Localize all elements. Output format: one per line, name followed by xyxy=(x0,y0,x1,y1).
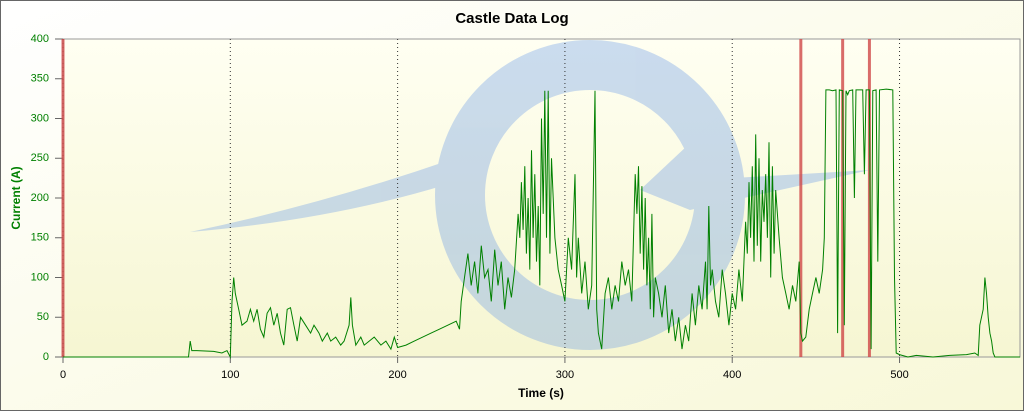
y-tick-label: 250 xyxy=(31,152,49,164)
y-tick-label: 100 xyxy=(31,271,49,283)
x-tick-label: 0 xyxy=(60,369,66,381)
y-tick-label: 350 xyxy=(31,73,49,85)
plot-area xyxy=(62,38,1021,358)
x-tick-label: 300 xyxy=(556,369,574,381)
watermark xyxy=(190,40,870,350)
x-tick-label: 400 xyxy=(723,369,741,381)
x-tick-label: 200 xyxy=(388,369,406,381)
data-line xyxy=(63,88,1020,359)
chart-title: Castle Data Log xyxy=(455,10,568,27)
y-tick-label: 50 xyxy=(37,311,49,323)
y-tick-label: 300 xyxy=(31,112,49,124)
x-tick-label: 500 xyxy=(890,369,908,381)
x-tick-label: 100 xyxy=(221,369,239,381)
y-tick-label: 400 xyxy=(31,33,49,45)
y-tick-label: 0 xyxy=(43,351,49,363)
x-axis-label: Time (s) xyxy=(518,386,564,400)
y-tick-label: 200 xyxy=(31,192,49,204)
y-tick-label: 150 xyxy=(31,232,49,244)
y-axis-label: Current (A) xyxy=(9,166,23,229)
